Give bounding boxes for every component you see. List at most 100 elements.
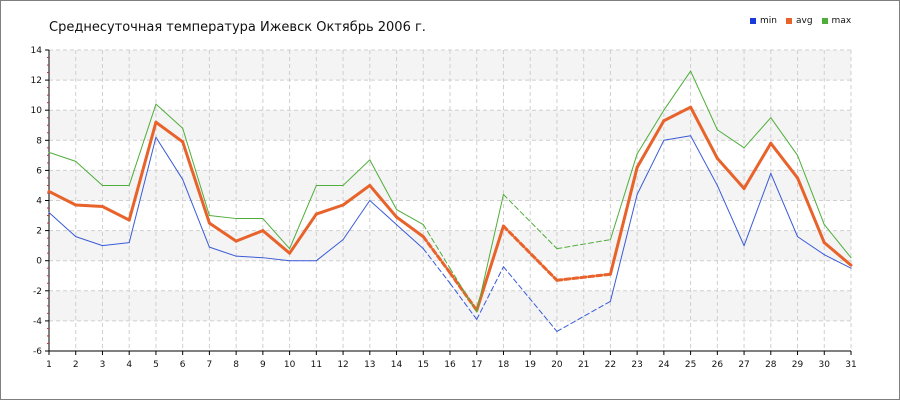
series-max-segment (342, 159, 371, 186)
series-max-segment (396, 209, 424, 226)
y-tick-label: -6 (33, 347, 42, 357)
series-max-segment (663, 70, 692, 111)
y-tick-label: -4 (33, 317, 42, 327)
x-tick-label: 12 (337, 360, 348, 370)
series-min-segment (262, 257, 291, 262)
series-min-segment (182, 178, 210, 248)
x-tick-label: 1 (46, 360, 52, 370)
legend-label-max: max (831, 16, 852, 26)
series-avg-segment (288, 212, 318, 255)
series-max-segment (369, 159, 398, 211)
x-tick-label: 9 (260, 360, 266, 370)
y-tick-label: 10 (31, 106, 43, 116)
series-min-segment (636, 139, 665, 195)
series-min-segment (556, 300, 611, 332)
series-avg-segment (314, 203, 345, 216)
series-avg-segment (608, 165, 639, 276)
legend-label-min: min (760, 16, 777, 26)
y-tick-label: 0 (36, 257, 42, 267)
series-avg-segment (769, 141, 800, 180)
series-avg-segment (47, 189, 78, 207)
chart-title: Среднесуточная температура Ижевск Октябр… (49, 20, 426, 35)
series-min-segment (128, 136, 157, 244)
legend: min avg max (750, 16, 851, 26)
x-tick-label: 30 (819, 360, 831, 370)
series-min-segment (797, 236, 825, 256)
y-tick-label: 2 (36, 227, 42, 237)
series-avg-segment (154, 120, 185, 144)
series-max-segment (609, 153, 638, 241)
series-min-segment (476, 266, 504, 320)
series-avg-segment (475, 224, 505, 312)
series-avg-segment (368, 183, 399, 219)
x-tick-label: 31 (845, 360, 856, 370)
series-min-segment (690, 135, 718, 186)
x-tick-label: 13 (364, 360, 375, 370)
series-max-segment (449, 267, 478, 313)
series-min-segment (235, 255, 264, 259)
series-avg-segment (796, 176, 826, 245)
series-min-segment (502, 266, 558, 332)
series-max-segment (743, 117, 772, 149)
x-tick-label: 17 (471, 360, 482, 370)
series-max-segment (75, 160, 103, 186)
series-max-segment (262, 218, 291, 250)
series-min-segment (155, 136, 184, 180)
series-max-segment (556, 239, 611, 250)
x-tick-label: 28 (765, 360, 777, 370)
x-tick-label: 22 (605, 360, 616, 370)
series-avg-segment (689, 105, 719, 160)
x-tick-label: 19 (524, 360, 536, 370)
series-max-segment (155, 103, 184, 129)
series-max-segment (502, 193, 558, 250)
x-tick-label: 3 (100, 360, 106, 370)
legend-swatch-max (821, 18, 828, 24)
x-tick-label: 4 (126, 360, 132, 370)
legend-item-min: min (750, 16, 777, 26)
x-tick-label: 20 (551, 360, 563, 370)
series-avg-segment (421, 235, 452, 275)
series-avg-segment (742, 141, 773, 190)
y-tick-label: 6 (36, 166, 42, 176)
series-min-segment (369, 200, 398, 226)
series-max-segment (716, 129, 745, 149)
y-tick-label: -2 (33, 287, 42, 297)
x-tick-label: 14 (391, 360, 403, 370)
x-tick-label: 18 (498, 360, 510, 370)
series-max-segment (289, 184, 317, 250)
x-tick-label: 21 (578, 360, 589, 370)
x-tick-label: 2 (73, 360, 79, 370)
x-tick-label: 29 (792, 360, 804, 370)
x-tick-label: 8 (233, 360, 239, 370)
legend-item-avg: avg (785, 16, 813, 26)
y-tick-label: 12 (31, 76, 42, 86)
series-min-segment (315, 239, 344, 262)
series-avg-segment (501, 224, 559, 282)
x-tick-label: 23 (631, 360, 642, 370)
legend-item-max: max (821, 16, 852, 26)
series-min-segment (663, 135, 692, 141)
series-min-segment (716, 184, 745, 247)
series-avg-segment (635, 119, 666, 169)
x-tick-label: 26 (712, 360, 724, 370)
series-avg-segment (395, 215, 425, 239)
x-tick-label: 11 (311, 360, 322, 370)
series-avg-segment (822, 241, 853, 267)
legend-swatch-min (750, 18, 756, 24)
x-tick-label: 24 (658, 360, 670, 370)
x-tick-label: 25 (685, 360, 696, 370)
x-tick-label: 7 (207, 360, 213, 370)
series-min-segment (770, 172, 799, 238)
x-tick-label: 10 (284, 360, 296, 370)
series-avg-segment (207, 221, 238, 243)
series-min-segment (449, 282, 478, 320)
series-max-segment (823, 224, 852, 259)
x-tick-label: 5 (153, 360, 159, 370)
x-tick-label: 16 (444, 360, 456, 370)
series-max-segment (770, 117, 799, 156)
series-min-segment (342, 200, 371, 241)
y-tick-label: 14 (31, 46, 43, 56)
x-tick-label: 15 (418, 360, 429, 370)
legend-swatch-avg (785, 18, 792, 24)
